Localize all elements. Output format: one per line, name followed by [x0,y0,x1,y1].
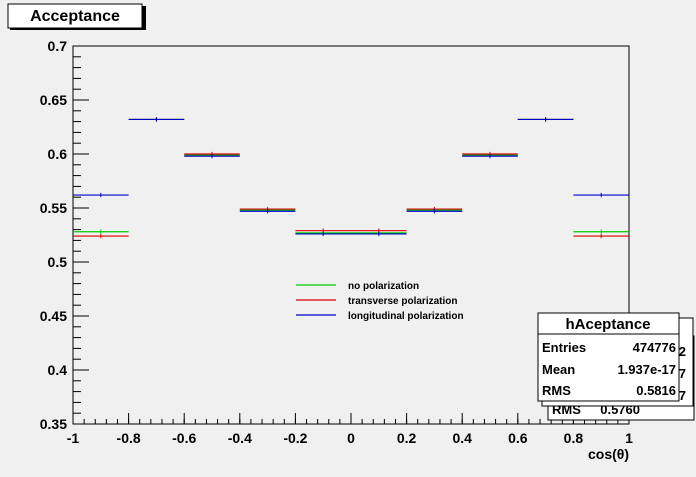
series-2 [73,117,629,237]
stats-label-entries: Entries [542,340,586,355]
chart-title: Acceptance [30,8,120,25]
legend-label-1: transverse polarization [348,296,457,307]
stats-back-1-value-2: 7 [679,388,686,403]
y-tick-label: 0.65 [40,92,67,108]
stats-label-mean: Mean [542,362,575,377]
x-tick-label: 1 [625,430,633,446]
x-tick-label: -0.2 [283,430,307,446]
x-tick-label: -0.8 [117,430,141,446]
y-tick-label: 0.7 [48,38,68,54]
x-tick-label: -1 [67,430,80,446]
stats-title: hAceptance [565,316,650,333]
x-tick-label: 0.2 [397,430,417,446]
y-tick-label: 0.5 [48,254,68,270]
stats-back-1-value-1: 7 [679,366,686,381]
x-tick-label: 0.4 [452,430,472,446]
y-tick-labels: 0.35 0.4 0.45 0.5 0.55 0.6 0.65 0.7 [40,38,67,432]
y-tick-label: 0.35 [40,416,67,432]
x-tick-label: -0.4 [228,430,252,446]
series-group [73,117,629,239]
title-box [7,3,143,29]
stats-value-mean: 1.937e-17 [617,362,676,377]
stats-box: hAceptance Entries 474776 Mean 1.937e-17… [537,312,680,402]
stats-value-rms: 0.5816 [636,383,676,398]
stats-value-entries: 474776 [633,340,676,355]
plot-frame [72,45,630,425]
y-tick-label: 0.45 [40,308,67,324]
stats-back-1-value-0: 2 [679,344,686,359]
x-tick-label: -0.6 [172,430,196,446]
legend-label-0: no polarization [348,281,419,292]
y-tick-label: 0.4 [48,362,68,378]
y-tick-label: 0.55 [40,200,67,216]
stats-label-rms: RMS [542,383,571,398]
x-tick-label: 0 [347,430,355,446]
y-tick-label: 0.6 [48,146,68,162]
x-tick-label: 0.8 [564,430,584,446]
x-tick-labels: -1 -0.8 -0.6 -0.4 -0.2 0 0.2 0.4 0.6 0.8 1 [67,430,633,446]
legend-label-2: longitudinal polarization [348,311,464,322]
legend: no polarization transverse polarization lo… [296,281,464,322]
x-axis-label: cos(θ) [588,446,629,462]
x-tick-label: 0.6 [508,430,528,446]
